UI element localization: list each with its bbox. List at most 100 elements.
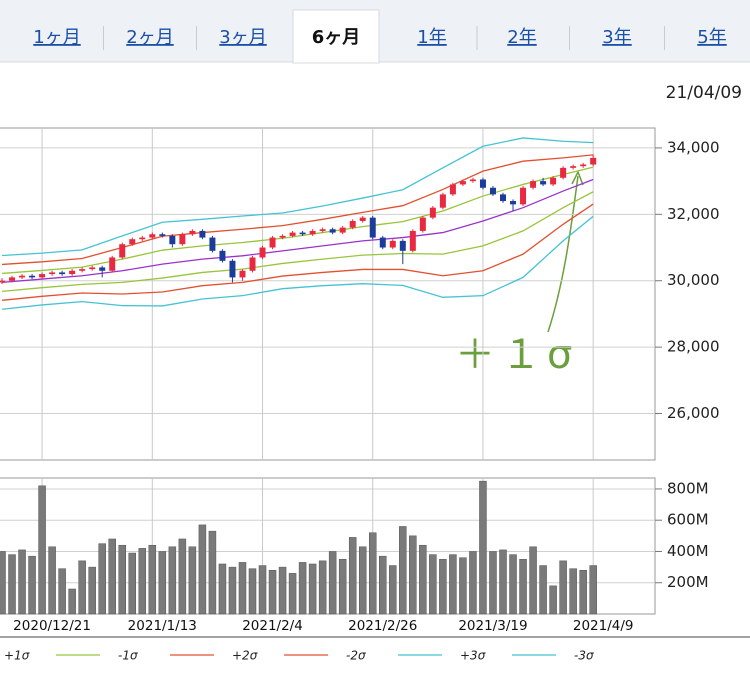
candle-body (139, 237, 146, 240)
candle-body (489, 187, 496, 195)
candle-body (9, 277, 16, 281)
volume-bar (218, 563, 227, 615)
tab[interactable]: 6ヶ月 (312, 27, 361, 48)
volume-bar (88, 566, 96, 615)
candle-body (249, 257, 256, 271)
volume-bar (579, 569, 587, 615)
candle-body (540, 181, 547, 185)
legend-label: -2σ (346, 649, 366, 663)
candle-body (429, 207, 436, 218)
candle-body (309, 230, 316, 235)
candle-body (149, 234, 156, 238)
band-line (1, 154, 594, 266)
y-tick-label: 200M (667, 573, 709, 591)
volume-bar (188, 546, 197, 615)
candle-body (219, 250, 226, 261)
volume-bar (0, 551, 6, 615)
tab[interactable]: 1ヶ月 (33, 27, 80, 48)
volume-bar (499, 549, 507, 615)
legend-label: -3σ (574, 649, 594, 663)
volume-bar (449, 554, 457, 615)
candle-body (79, 269, 86, 271)
volume-bar (198, 524, 207, 615)
volume-bar (539, 565, 547, 615)
candle-body (520, 187, 527, 205)
candle-body (129, 239, 136, 245)
volume-bar (509, 554, 517, 615)
tab[interactable]: 3ヶ月 (219, 27, 266, 48)
candle-body (89, 267, 96, 270)
volume-bar (529, 546, 537, 615)
candle-body (209, 237, 216, 251)
volume-bar (559, 560, 567, 615)
y-tick-label: 28,000 (667, 338, 720, 356)
candle-body (570, 166, 577, 168)
candle-body (269, 237, 276, 248)
candle-body (99, 267, 106, 271)
x-tick-label: 2021/4/9 (573, 618, 634, 634)
candle-body (279, 235, 286, 238)
candle-body (59, 272, 66, 275)
volume-bar (358, 546, 367, 615)
candle-body (419, 217, 426, 231)
legend-label: -1σ (118, 649, 138, 663)
arrow-head (571, 170, 584, 186)
tab[interactable]: 2年 (507, 27, 536, 48)
y-tick-label: 600M (667, 511, 709, 529)
tab[interactable]: 1年 (417, 27, 446, 48)
volume-bar (549, 585, 557, 615)
candle-body (109, 257, 116, 271)
volume-bar (38, 485, 46, 615)
x-tick-label: 2021/1/13 (128, 618, 197, 634)
candle-body (299, 232, 306, 235)
x-tick-label: 2021/2/4 (242, 618, 303, 634)
tab[interactable]: 3年 (602, 27, 631, 48)
volume-bar (439, 559, 447, 615)
volume-bar (399, 526, 407, 615)
candle-body (580, 164, 587, 167)
candle-body (239, 270, 246, 278)
volume-bar (348, 537, 357, 615)
candle-body (550, 177, 557, 185)
volume-bar (288, 573, 297, 615)
volume-bar (338, 559, 347, 615)
candle-body (359, 217, 366, 221)
candle-body (199, 230, 206, 238)
candle-body (169, 235, 176, 245)
candle-body (189, 230, 196, 235)
volume-bar (328, 551, 337, 615)
volume-bar (208, 530, 217, 615)
tab[interactable]: 2ヶ月 (126, 27, 173, 48)
volume-bar (48, 546, 56, 615)
candle-body (590, 157, 597, 165)
volume-bar (228, 566, 237, 615)
volume-bar (28, 555, 36, 615)
legend-label: +2σ (232, 649, 258, 663)
band-line (1, 166, 594, 275)
price-panel (0, 127, 656, 461)
volume-bar (389, 565, 397, 615)
candle-body (49, 272, 56, 275)
volume-panel (0, 477, 656, 615)
candle-body (69, 270, 76, 275)
volume-bar (589, 565, 597, 615)
volume-bar (258, 565, 267, 615)
candle-body (159, 234, 166, 236)
candle-body (39, 274, 46, 278)
volume-bar (118, 544, 126, 615)
volume-bar (429, 554, 437, 615)
volume-bar (238, 562, 247, 615)
volume-bar (489, 551, 497, 615)
candle-body (379, 237, 386, 248)
candle-body (289, 232, 296, 236)
legend-label: +1σ (4, 649, 30, 663)
volume-bar (158, 551, 167, 615)
volume-bar (268, 569, 277, 615)
tab[interactable]: 5年 (697, 27, 726, 48)
volume-bar (138, 548, 147, 615)
volume-bar (308, 563, 317, 615)
volume-bar (248, 568, 257, 615)
y-tick-label: 400M (667, 542, 709, 560)
as-of-date: 21/04/09 (666, 83, 742, 103)
